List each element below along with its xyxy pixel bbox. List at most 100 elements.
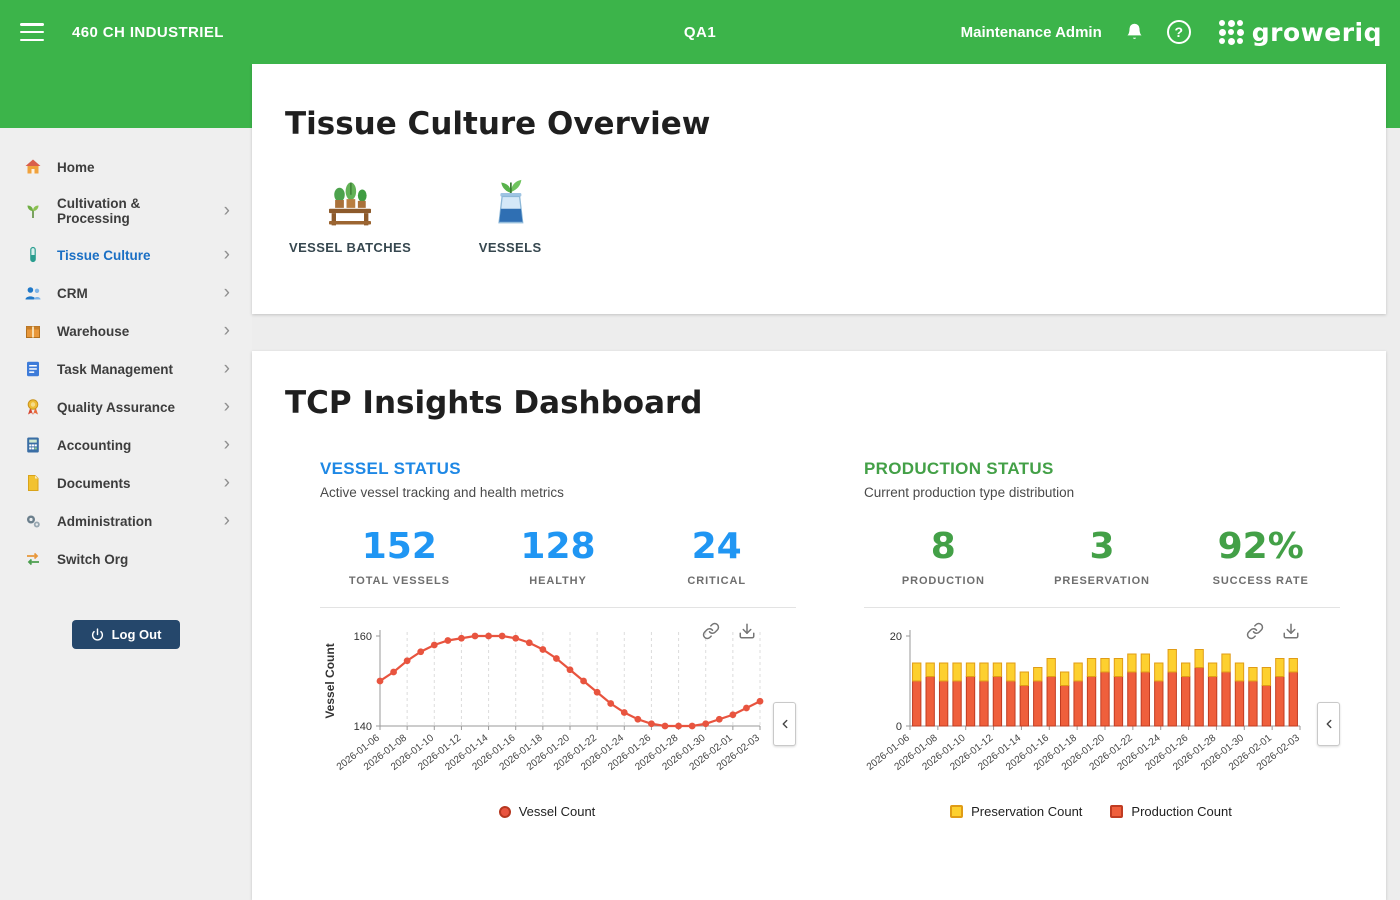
stat-total-vessels: 152 TOTAL VESSELS — [320, 526, 479, 587]
logo-dots-icon — [1218, 19, 1244, 45]
legend-swatch — [1110, 805, 1124, 818]
logout-button[interactable]: Log Out — [72, 620, 180, 649]
stat-value: 152 — [361, 526, 437, 567]
insight-panels: VESSEL STATUS Active vessel tracking and… — [285, 459, 1340, 819]
legend-item[interactable]: Production Count — [1110, 804, 1232, 819]
link-icon[interactable] — [702, 622, 720, 640]
sidebar-item-crm[interactable]: CRM › — [0, 274, 252, 312]
overview-title: Tissue Culture Overview — [285, 106, 711, 142]
vessel-batches-label: VESSEL BATCHES — [289, 240, 412, 255]
legend-label: Preservation Count — [971, 804, 1083, 819]
stat-value: 3 — [1089, 526, 1115, 567]
legend-label: Vessel Count — [518, 804, 596, 819]
sidebar-item-warehouse[interactable]: Warehouse › — [0, 312, 252, 350]
chevron-right-icon: › — [223, 510, 230, 531]
hamburger-menu-icon[interactable] — [20, 23, 44, 41]
stat-preservation: 3 PRESERVATION — [1023, 526, 1182, 587]
switch-org-icon — [24, 550, 42, 568]
power-icon — [91, 628, 103, 641]
stat-value: 92% — [1217, 526, 1304, 567]
production-stats-row: 8 PRODUCTION 3 PRESERVATION 92% SUCCESS … — [864, 526, 1340, 608]
logout-label: Log Out — [111, 627, 162, 642]
vessel-stats-row: 152 TOTAL VESSELS 128 HEALTHY 24 CRITICA… — [320, 526, 796, 608]
sidebar-item-tissue-culture[interactable]: Tissue Culture › — [0, 236, 252, 274]
chart-prev-button[interactable] — [1317, 702, 1340, 746]
sidebar-item-home[interactable]: Home — [0, 148, 252, 186]
documents-icon — [24, 474, 42, 492]
sidebar-item-label: Warehouse — [57, 323, 130, 339]
chevron-right-icon: › — [223, 434, 230, 455]
stat-label: PRESERVATION — [1054, 575, 1150, 587]
chevron-left-icon — [782, 719, 787, 729]
production-status-panel: PRODUCTION STATUS Current production typ… — [864, 459, 1340, 819]
vessel-batches-link[interactable]: VESSEL BATCHES — [289, 172, 411, 255]
sidebar-item-label: Tissue Culture — [57, 247, 151, 263]
production-status-subtitle: Current production type distribution — [864, 485, 1075, 500]
link-icon[interactable] — [1246, 622, 1264, 640]
quality-assurance-icon — [24, 398, 42, 416]
svg-text:0: 0 — [896, 721, 902, 733]
stat-critical: 24 CRITICAL — [637, 526, 796, 587]
sidebar-item-accounting[interactable]: Accounting › — [0, 426, 252, 464]
vessel-count-chart-area: 2026-01-06 2026-01-08 2026-01-10 2026-01-12… — [320, 622, 796, 819]
sidebar-item-label: Home — [57, 159, 95, 175]
chart-toolbar — [702, 622, 756, 640]
stat-healthy: 128 HEALTHY — [479, 526, 638, 587]
legend-swatch — [950, 805, 964, 818]
legend-item[interactable]: Vessel Count — [498, 804, 596, 819]
sidebar-item-documents[interactable]: Documents › — [0, 464, 252, 502]
vessel-status-heading: VESSEL STATUS — [320, 459, 461, 478]
warehouse-icon — [24, 322, 42, 340]
chevron-right-icon: › — [223, 320, 230, 341]
vessels-link[interactable]: VESSELS — [455, 172, 565, 255]
sidebar-item-label: Administration — [57, 513, 153, 529]
sidebar-item-cultivation-processing[interactable]: Cultivation & Processing › — [0, 186, 252, 236]
tissue-culture-icon — [24, 246, 42, 264]
vessel-batches-icon — [329, 182, 372, 226]
help-icon[interactable]: ? — [1166, 20, 1191, 44]
vessel-status-subtitle: Active vessel tracking and health metric… — [320, 485, 564, 500]
production-chart-area: 2026-01-06 2026-01-08 2026-01-10 2026-01-12… — [864, 622, 1340, 819]
sidebar-item-quality-assurance[interactable]: Quality Assurance › — [0, 388, 252, 426]
sidebar-item-switch-org[interactable]: Switch Org — [0, 540, 252, 578]
crm-icon — [24, 284, 42, 302]
production-stacked-bar-chart: 2026-01-062026-01-082026-01-102026-01-12… — [865, 630, 1302, 773]
topbar: 460 CH INDUSTRIEL QA1 Maintenance Admin … — [0, 0, 1400, 64]
sidebar-item-label: Cultivation & Processing — [57, 196, 141, 226]
user-menu[interactable]: Maintenance Admin — [960, 23, 1102, 41]
cultivation-icon — [24, 202, 42, 220]
tcp-insights-card: TCP Insights Dashboard VESSEL STATUS Act… — [252, 351, 1386, 900]
bar-chart-legend: Preservation Count Production Count — [864, 804, 1318, 819]
stat-value: 8 — [930, 526, 956, 567]
vessels-icon — [498, 179, 524, 224]
accounting-icon — [24, 436, 42, 454]
chevron-right-icon: › — [223, 472, 230, 493]
notifications-bell-icon[interactable] — [1124, 21, 1145, 43]
administration-icon — [24, 512, 42, 530]
svg-text:Vessel Count: Vessel Count — [323, 643, 337, 718]
legend-item[interactable]: Preservation Count — [950, 804, 1082, 819]
chevron-right-icon: › — [223, 358, 230, 379]
chevron-right-icon: › — [223, 396, 230, 417]
vessel-status-panel: VESSEL STATUS Active vessel tracking and… — [320, 459, 796, 819]
sidebar: Home Cultivation & Processing › Tissue C… — [0, 128, 252, 900]
vessels-label: VESSELS — [478, 240, 542, 255]
svg-text:160: 160 — [354, 631, 372, 643]
home-icon — [24, 158, 42, 176]
chart-prev-button[interactable] — [773, 702, 796, 746]
groweriq-logo: groweriq — [1218, 17, 1382, 47]
chevron-right-icon: › — [223, 244, 230, 265]
stat-label: TOTAL VESSELS — [348, 575, 450, 587]
sidebar-item-administration[interactable]: Administration › — [0, 502, 252, 540]
stat-value: 24 — [691, 526, 742, 567]
stat-label: SUCCESS RATE — [1212, 575, 1309, 587]
download-icon[interactable] — [738, 622, 756, 640]
logo-text: groweriq — [1251, 17, 1382, 47]
download-icon[interactable] — [1282, 622, 1300, 640]
chevron-right-icon: › — [223, 282, 230, 303]
sidebar-item-task-management[interactable]: Task Management › — [0, 350, 252, 388]
vessel-count-line-chart: 2026-01-062026-01-082026-01-102026-01-12… — [323, 630, 764, 773]
sidebar-item-label: Quality Assurance — [57, 399, 176, 415]
stat-label: CRITICAL — [687, 575, 746, 587]
